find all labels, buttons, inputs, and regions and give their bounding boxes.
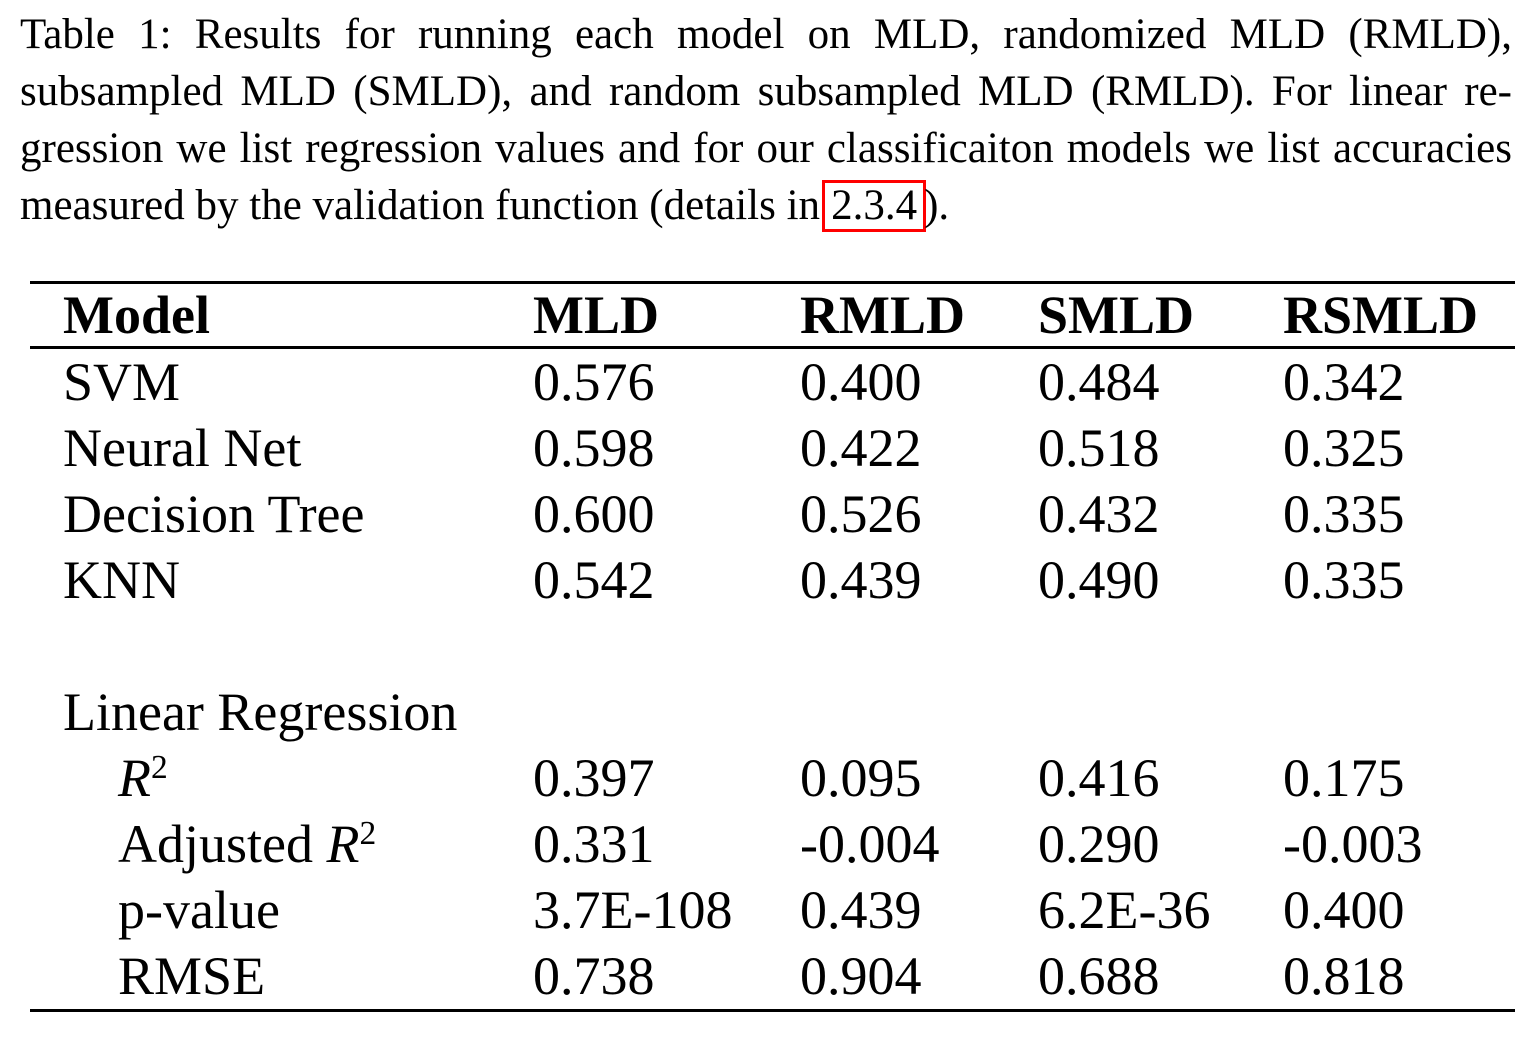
value-cell: -0.003 (1283, 814, 1423, 874)
value-cell: 0.542 (533, 550, 655, 610)
table-row-adjusted-r-squared: Adjusted R2 0.331 -0.004 0.290 -0.003 (30, 811, 1515, 877)
column-header-rmld: RMLD (800, 285, 965, 345)
value-cell: 0.397 (533, 748, 655, 808)
value-cell: 0.738 (533, 946, 655, 1006)
empty-cell (1038, 679, 1283, 745)
value-cell: 0.422 (800, 418, 922, 478)
metric-label: RMSE (30, 943, 533, 1011)
empty-cell (1283, 679, 1515, 745)
caption-line-1: Table 1: Results for running each model … (20, 11, 1512, 58)
metric-label-prefix: Adjusted (118, 814, 327, 874)
value-cell: 0.335 (1283, 484, 1405, 544)
metric-label: R2 (30, 745, 533, 811)
value-cell: 3.7E-108 (533, 880, 733, 940)
empty-cell (800, 679, 1038, 745)
value-cell: 0.598 (533, 418, 655, 478)
value-cell: 0.095 (800, 748, 922, 808)
value-cell: 0.904 (800, 946, 922, 1006)
value-cell: 0.175 (1283, 748, 1405, 808)
table-header: Model MLD RMLD SMLD RSMLD (30, 283, 1515, 348)
value-cell: -0.004 (800, 814, 940, 874)
metric-label-math: R (326, 814, 360, 874)
table-row-p-value: p-value 3.7E-108 0.439 6.2E-36 0.400 (30, 877, 1515, 943)
value-cell: 0.518 (1038, 418, 1160, 478)
spacer-cell (30, 613, 533, 679)
value-cell: 0.526 (800, 484, 922, 544)
metric-label: Adjusted R2 (30, 811, 533, 877)
model-label: Decision Tree (63, 484, 365, 544)
caption-line-4-text: measured by the validation function (det… (20, 182, 821, 229)
column-header-mld: MLD (533, 285, 659, 345)
value-cell: 0.600 (533, 484, 655, 544)
value-cell: 0.331 (533, 814, 655, 874)
section-ref-link[interactable]: 2.3.4 (822, 180, 927, 232)
caption-line-3: gression we list regression values and f… (20, 125, 1512, 172)
spacer-row (30, 613, 1515, 679)
spacer-cell (1283, 613, 1515, 679)
value-cell: 0.688 (1038, 946, 1160, 1006)
table-row-decision-tree: Decision Tree 0.600 0.526 0.432 0.335 (30, 481, 1515, 547)
model-label: KNN (63, 550, 180, 610)
section-row-linear-regression: Linear Regression (30, 679, 1515, 745)
value-cell: 0.490 (1038, 550, 1160, 610)
table-body: SVM 0.576 0.400 0.484 0.342 Neural Net 0… (30, 348, 1515, 1011)
spacer-cell (533, 613, 800, 679)
header-row: Model MLD RMLD SMLD RSMLD (30, 283, 1515, 348)
column-header-model: Model (63, 285, 210, 345)
caption-line-4: measured by the validation function (det… (20, 177, 1512, 234)
caption-line-2: subsampled MLD (SMLD), and random subsam… (20, 68, 1512, 115)
value-cell: 0.818 (1283, 946, 1405, 1006)
column-header-smld: SMLD (1038, 285, 1195, 345)
column-header-rsmld: RSMLD (1283, 285, 1479, 345)
value-cell: 0.342 (1283, 352, 1405, 412)
metric-label-prefix: RMSE (118, 946, 266, 1006)
spacer-cell (800, 613, 1038, 679)
table-caption: Table 1: Results for running each model … (20, 6, 1512, 234)
value-cell: 0.439 (800, 880, 922, 940)
model-label: SVM (63, 352, 181, 412)
spacer-cell (1038, 613, 1283, 679)
results-table-container: Model MLD RMLD SMLD RSMLD SVM 0.576 0.40… (30, 281, 1515, 1012)
table-row-svm: SVM 0.576 0.400 0.484 0.342 (30, 348, 1515, 416)
metric-label: p-value (30, 877, 533, 943)
metric-label-math: R (118, 748, 151, 808)
value-cell: 0.400 (800, 352, 922, 412)
value-cell: 6.2E-36 (1038, 880, 1211, 940)
table-row-neural-net: Neural Net 0.598 0.422 0.518 0.325 (30, 415, 1515, 481)
value-cell: 0.290 (1038, 814, 1160, 874)
empty-cell (533, 679, 800, 745)
value-cell: 0.484 (1038, 352, 1160, 412)
metric-label-sup: 2 (359, 814, 377, 852)
value-cell: 0.432 (1038, 484, 1160, 544)
value-cell: 0.400 (1283, 880, 1405, 940)
metric-label-sup: 2 (151, 748, 168, 786)
section-label: Linear Regression (63, 682, 458, 742)
caption-line-4-suffix: ). (924, 182, 950, 229)
value-cell: 0.439 (800, 550, 922, 610)
table-row-rmse: RMSE 0.738 0.904 0.688 0.818 (30, 943, 1515, 1011)
value-cell: 0.335 (1283, 550, 1405, 610)
metric-label-prefix: p-value (118, 880, 280, 940)
value-cell: 0.416 (1038, 748, 1160, 808)
table-row-knn: KNN 0.542 0.439 0.490 0.335 (30, 547, 1515, 613)
table-row-r-squared: R2 0.397 0.095 0.416 0.175 (30, 745, 1515, 811)
results-table: Model MLD RMLD SMLD RSMLD SVM 0.576 0.40… (30, 281, 1515, 1012)
value-cell: 0.325 (1283, 418, 1405, 478)
value-cell: 0.576 (533, 352, 655, 412)
model-label: Neural Net (63, 418, 302, 478)
